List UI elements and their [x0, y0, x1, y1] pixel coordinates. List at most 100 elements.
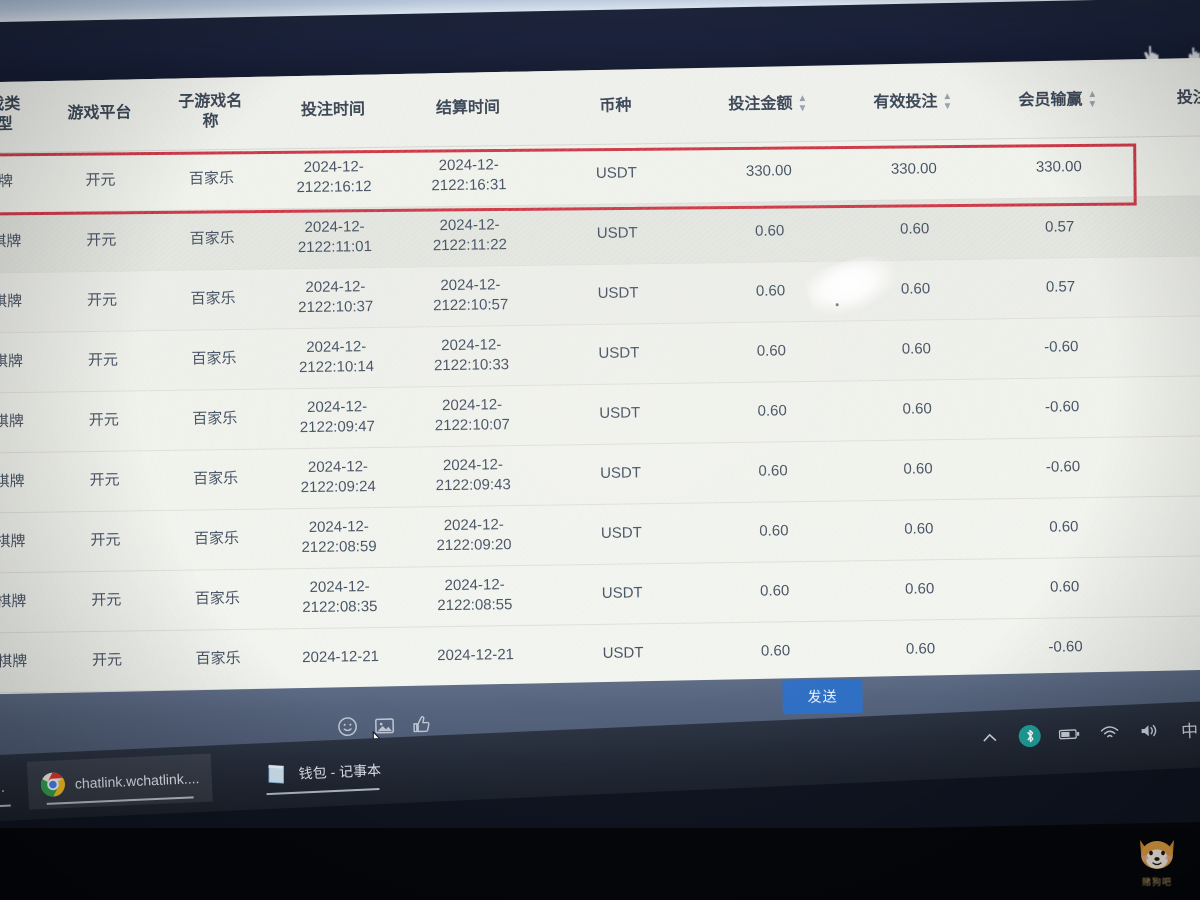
cell-currency: USDT — [538, 322, 700, 385]
column-header-bet-time[interactable]: 投注时间 — [264, 72, 401, 149]
image-icon[interactable] — [373, 714, 396, 737]
taskbar-item-notepad[interactable]: 钱包 - 记事本 — [251, 745, 394, 799]
taskbar-item-indicator — [0, 804, 11, 809]
cell-member-win: -0.60 — [988, 316, 1135, 379]
cell-currency: USDT — [541, 502, 702, 565]
cell-bet-time: 2024-12-2122:11:01 — [266, 206, 403, 269]
ime-language-icon[interactable]: 中 — [1180, 721, 1199, 741]
monitor-screen: language: zh — [0, 0, 1200, 847]
cell-member-win: -0.60 — [992, 616, 1139, 679]
volume-icon[interactable] — [1138, 719, 1161, 742]
cell-currency: USDT — [539, 382, 701, 445]
column-header-settle-time[interactable]: 结算时间 — [399, 70, 536, 147]
cell-bet-time: 2024-12-2122:08:35 — [271, 566, 408, 629]
column-header-extra[interactable]: 投注 — [1129, 60, 1200, 137]
header-text: 游戏平台 — [67, 104, 132, 123]
cell-game-type: 牌 — [0, 151, 45, 213]
cell-extra — [1137, 614, 1200, 677]
cell-bet-amount: 0.60 — [701, 560, 848, 623]
cell-game-type: 棋牌 — [0, 631, 52, 693]
battery-icon[interactable] — [1058, 723, 1081, 746]
column-header-bet-amount[interactable]: 投注金额 ▲ ▼ — [694, 66, 841, 143]
cell-currency: USDT — [540, 442, 701, 505]
notepad-icon — [268, 764, 285, 784]
cell-platform: 开元 — [44, 210, 158, 272]
system-tray: 中 — [978, 717, 1200, 749]
cell-currency: USDT — [537, 262, 699, 325]
taskbar-item-indicator — [47, 796, 194, 805]
bluetooth-icon[interactable] — [1018, 724, 1042, 748]
cell-bet-time: 2024-12-2122:10:37 — [267, 266, 404, 329]
chevron-up-icon[interactable] — [978, 726, 1001, 749]
cell-extra — [1132, 254, 1200, 317]
sort-arrows-icon[interactable]: ▲ ▼ — [797, 92, 808, 114]
cell-currency: USDT — [535, 142, 697, 205]
header-text: 币种 — [599, 97, 632, 115]
header-text: 投注金额 — [728, 95, 793, 113]
cell-settle-time: 2024-12-2122:11:22 — [401, 204, 538, 267]
bet-records-panel: 戏类 型 游戏平台 子游戏名 称 投注时间 — [0, 57, 1200, 723]
cell-bet-time: 2024-12-2122:10:14 — [268, 326, 405, 389]
column-header-game-type[interactable]: 戏类 型 — [0, 77, 45, 153]
cell-bet-amount: 0.60 — [699, 380, 846, 443]
cell-member-win: 0.57 — [987, 256, 1134, 319]
taskbar-item-chrome[interactable]: chatlink.wchatlink.... — [26, 753, 213, 810]
cell-extra — [1134, 374, 1200, 437]
cell-platform: 开元 — [44, 150, 157, 212]
send-button[interactable]: 发送 — [782, 678, 863, 715]
taskbar-item-label: 钱包 - 记事本 — [298, 761, 382, 782]
cell-sub-game: 百家乐 — [157, 268, 269, 331]
cell-valid-bet: 0.60 — [843, 318, 990, 381]
cell-sub-game: 百家乐 — [160, 448, 272, 511]
header-text: 投注时间 — [300, 100, 366, 119]
header-text: 型 — [0, 115, 13, 134]
column-header-valid-bet[interactable]: 有效投注 ▲ ▼ — [839, 64, 986, 141]
cell-platform: 开元 — [48, 450, 162, 512]
cell-platform: 开元 — [46, 330, 160, 392]
cell-settle-time: 2024-12-2122:10:33 — [403, 324, 540, 387]
cell-valid-bet: 330.00 — [840, 138, 987, 201]
bet-records-table: 戏类 型 游戏平台 子游戏名 称 投注时间 — [0, 60, 1200, 723]
cell-sub-game: 百家乐 — [156, 208, 268, 271]
cell-settle-time: 2024-12-2122:08:55 — [406, 564, 543, 627]
thumbs-up-icon[interactable] — [410, 713, 433, 736]
wifi-icon[interactable] — [1098, 721, 1121, 744]
cell-currency: USDT — [542, 622, 704, 685]
cell-valid-bet: 0.60 — [841, 198, 988, 261]
cell-bet-amount: 0.60 — [700, 500, 847, 563]
cell-bet-time: 2024-12-2122:09:47 — [269, 386, 406, 449]
cell-sub-game: 百家乐 — [159, 388, 271, 451]
taskbar-item-label: SX - ... — [0, 778, 6, 797]
cell-bet-time: 2024-12-2122:09:24 — [270, 446, 407, 509]
cell-game-type: 棋牌 — [0, 391, 49, 453]
cell-platform: 开元 — [47, 390, 161, 452]
column-header-platform[interactable]: 游戏平台 — [42, 76, 157, 152]
cell-bet-amount: 0.60 — [696, 200, 843, 263]
cell-extra — [1135, 434, 1200, 497]
cell-valid-bet: 0.60 — [845, 498, 992, 561]
cell-member-win: -0.60 — [989, 376, 1136, 439]
column-header-currency[interactable]: 币种 — [534, 68, 696, 145]
sort-arrows-icon[interactable]: ▲ ▼ — [1087, 88, 1098, 110]
cell-settle-time: 2024-12-2122:09:20 — [406, 504, 542, 567]
cell-settle-time: 2024-12-2122:10:07 — [404, 384, 541, 447]
column-header-member-win[interactable]: 会员输赢 ▲ ▼ — [984, 62, 1131, 139]
cell-platform: 开元 — [50, 630, 164, 692]
cell-extra — [1130, 134, 1200, 197]
taskbar-item-label: chatlink.wchatlink.... — [74, 770, 200, 792]
column-header-sub-game[interactable]: 子游戏名 称 — [154, 74, 267, 151]
cell-currency: USDT — [541, 562, 703, 625]
cell-extra — [1136, 554, 1200, 617]
cell-settle-time: 2024-12-2122:09:43 — [405, 444, 542, 507]
header-text: 称 — [202, 112, 219, 131]
cell-bet-amount: 0.60 — [702, 620, 849, 683]
smiley-icon[interactable] — [336, 715, 359, 738]
header-text: 有效投注 — [873, 93, 938, 111]
sort-arrows-icon[interactable]: ▲ ▼ — [942, 90, 953, 112]
cell-member-win: 0.57 — [986, 196, 1133, 259]
taskbar-item-sx[interactable]: SX - ... — [0, 762, 18, 813]
cell-sub-game: 百家乐 — [161, 508, 272, 571]
cell-game-type: 棋牌 — [0, 271, 47, 333]
header-text: 戏类 — [0, 95, 21, 114]
